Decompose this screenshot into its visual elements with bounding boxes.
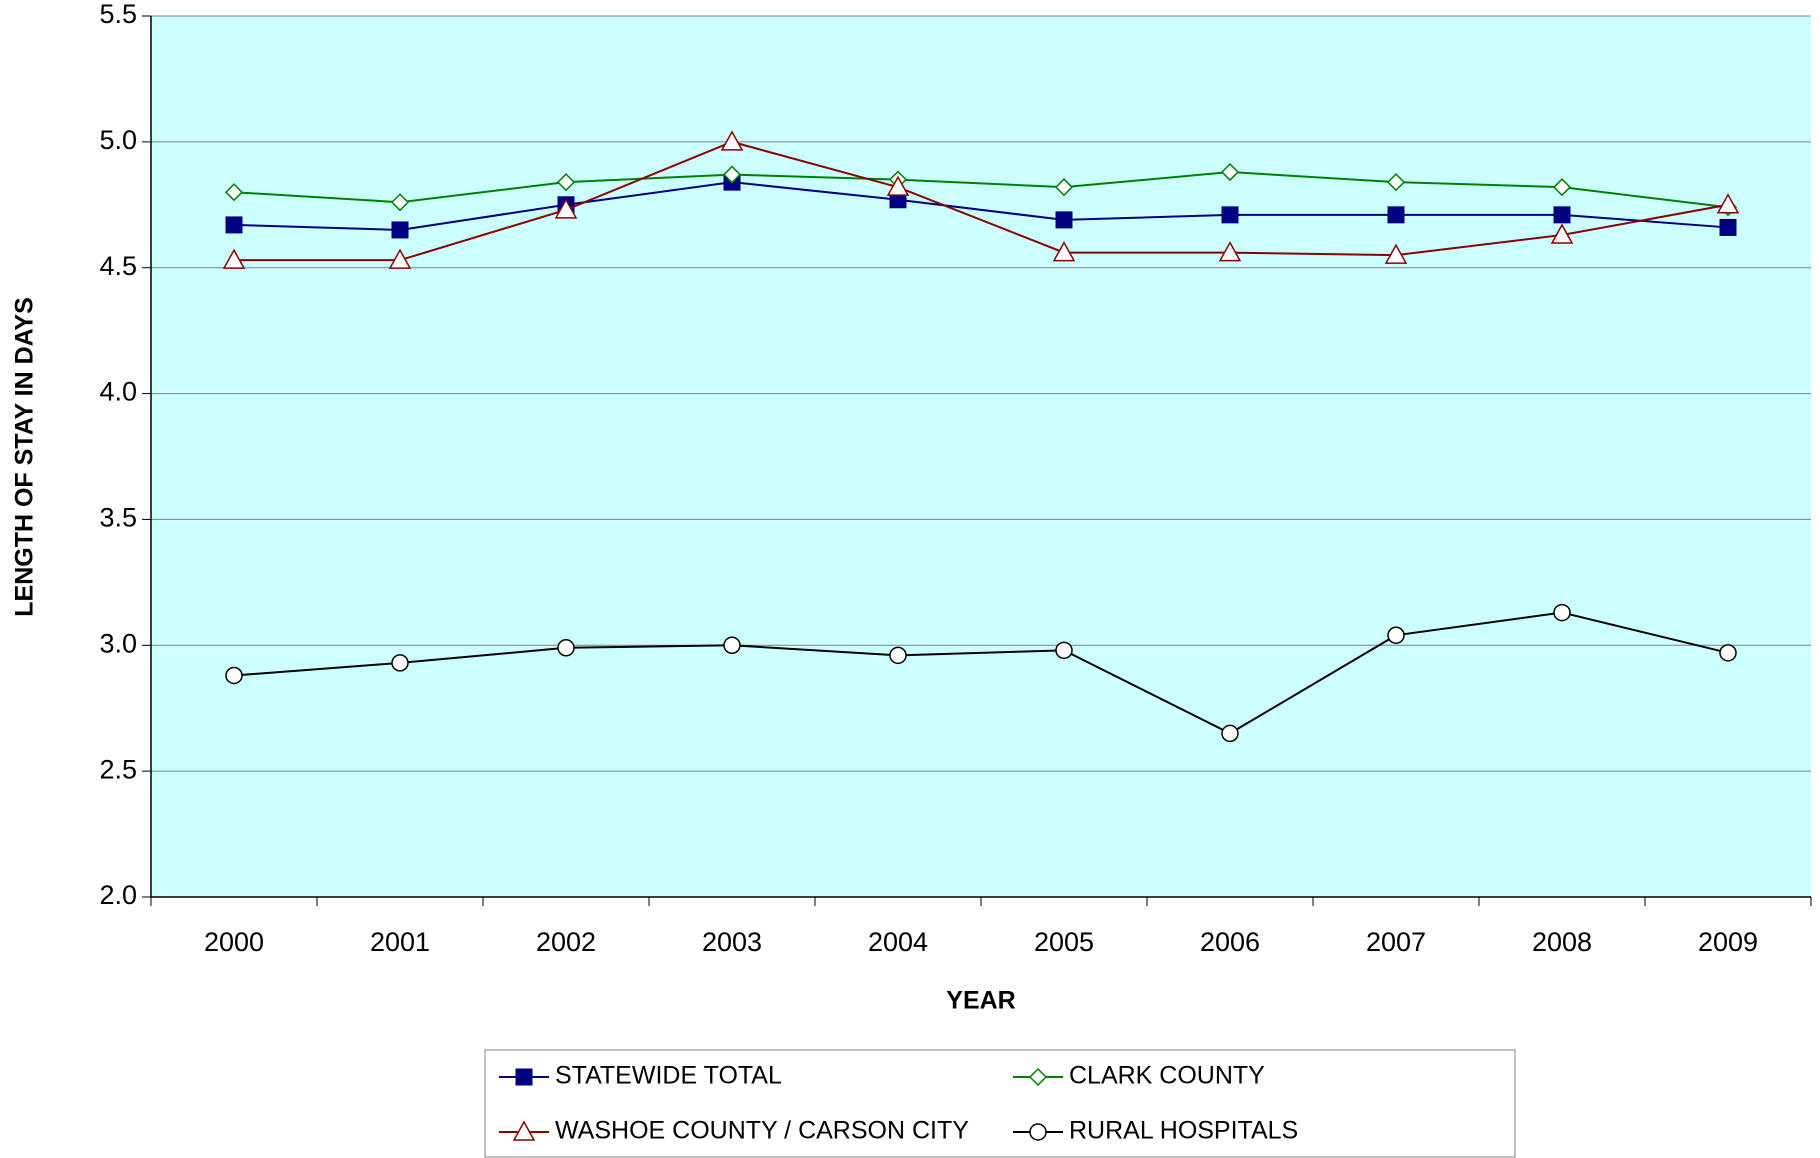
marker: [554, 198, 578, 219]
marker: [1221, 724, 1239, 743]
x-tick-label: 2003: [702, 927, 762, 957]
x-tick-label: 2001: [370, 927, 430, 957]
marker: [222, 248, 246, 269]
marker: [391, 221, 409, 239]
legend-label: RURAL HOSPITALS: [1069, 1117, 1298, 1145]
marker: [1716, 193, 1740, 214]
series-line: [233, 171, 1729, 209]
y-tick-label: 5.0: [99, 125, 137, 155]
marker: [225, 216, 243, 234]
x-tick-label: 2000: [204, 927, 264, 957]
legend-box: [484, 1049, 1516, 1158]
x-tick-label: 2009: [1698, 927, 1758, 957]
y-tick-label: 3.0: [99, 628, 137, 658]
marker: [1054, 178, 1074, 197]
legend-marker: [512, 1120, 536, 1141]
marker: [225, 666, 243, 685]
series-line: [233, 611, 1729, 735]
marker: [388, 248, 412, 269]
marker: [1220, 163, 1240, 182]
y-tick-label: 4.5: [99, 251, 137, 281]
marker: [1055, 641, 1073, 660]
marker: [1719, 218, 1737, 236]
marker: [1386, 173, 1406, 192]
y-tick-label: 2.5: [99, 754, 137, 784]
x-tick-label: 2005: [1034, 927, 1094, 957]
legend-label: STATEWIDE TOTAL: [555, 1062, 782, 1090]
marker: [1553, 206, 1571, 224]
y-tick-label: 2.0: [99, 880, 137, 910]
marker: [1052, 241, 1076, 262]
legend-label: CLARK COUNTY: [1069, 1062, 1265, 1090]
marker: [557, 639, 575, 657]
marker: [1387, 626, 1405, 644]
x-tick-label: 2004: [868, 927, 928, 957]
marker: [1550, 223, 1574, 244]
marker: [1055, 211, 1073, 229]
marker: [720, 130, 744, 151]
marker: [886, 175, 910, 196]
x-tick-label: 2002: [536, 927, 596, 957]
marker: [1387, 206, 1405, 224]
x-tick-label: 2008: [1532, 927, 1592, 957]
legend-marker: [1028, 1067, 1048, 1087]
x-tick-label: 2006: [1200, 927, 1260, 957]
series-line: [234, 140, 1729, 262]
legend-marker: [1029, 1123, 1047, 1141]
plot-area: [151, 16, 1811, 897]
marker: [1218, 241, 1242, 262]
marker: [390, 193, 410, 212]
marker: [1221, 206, 1239, 224]
marker: [556, 173, 576, 192]
series-line: [233, 181, 1729, 231]
marker: [1553, 603, 1571, 622]
x-tick-label: 2007: [1366, 927, 1426, 957]
marker: [1552, 178, 1572, 197]
marker: [391, 654, 409, 672]
y-tick-label: 4.0: [99, 377, 137, 407]
y-axis-title: LENGTH OF STAY IN DAYS: [11, 297, 39, 617]
legend-label: WASHOE COUNTY / CARSON CITY: [555, 1117, 969, 1145]
legend-marker: [515, 1068, 533, 1086]
marker: [722, 165, 742, 184]
x-axis-title: YEAR: [946, 987, 1015, 1015]
y-tick-label: 5.5: [99, 0, 137, 29]
marker: [723, 636, 741, 655]
marker: [224, 183, 244, 202]
marker: [1384, 243, 1408, 264]
marker: [889, 646, 907, 665]
y-tick-label: 3.5: [99, 503, 137, 533]
marker: [1719, 644, 1737, 662]
